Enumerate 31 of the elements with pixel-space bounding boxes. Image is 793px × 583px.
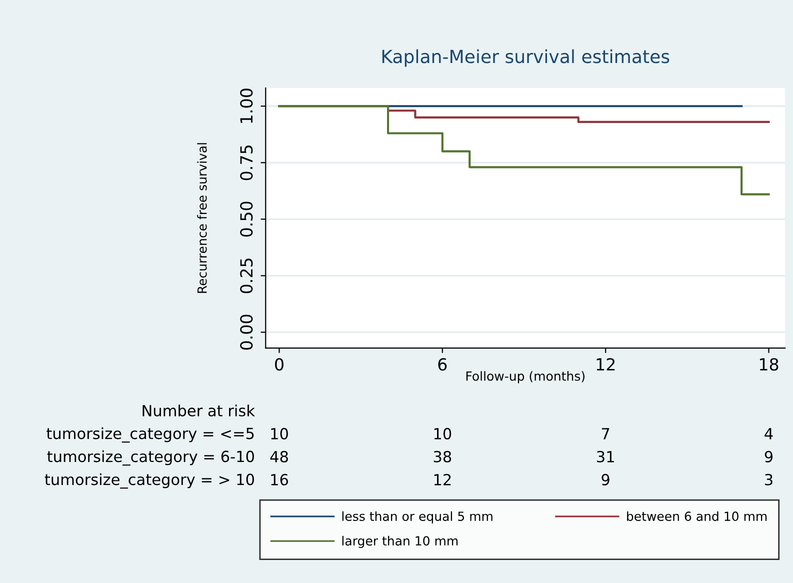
text: 48 [270, 450, 288, 462]
text: 38 [434, 450, 452, 462]
text: 9 [602, 474, 610, 486]
text: tumorsize_category = > 10 [44, 473, 254, 489]
x-axis-title: Follow-up (months) [466, 371, 584, 384]
text: 16 [271, 474, 288, 486]
text: 7 [602, 428, 610, 440]
text: 9 [764, 450, 773, 462]
x-tick-label: 12 [596, 358, 615, 370]
y-tick-label: 0.75 [240, 146, 253, 180]
y-tick-label: 0.00 [240, 314, 253, 350]
y-tick-label: 0.25 [240, 258, 253, 294]
text: tumorsize_category = 6-10 [47, 450, 254, 466]
legend-label: larger than 10 mm [342, 536, 458, 548]
text: 31 [597, 450, 614, 462]
chart-title: Kaplan-Meier survival estimates [382, 49, 670, 67]
text: 10 [271, 428, 288, 440]
y-tick-label: 1.00 [240, 88, 253, 123]
x-tick-label: 18 [760, 358, 778, 371]
text: 12 [434, 474, 451, 486]
legend-label: between 6 and 10 mm [627, 511, 767, 521]
x-tick-label: 6 [438, 358, 447, 371]
x-tick-label: 0 [275, 358, 284, 371]
text: Number at risk [142, 404, 255, 416]
text: 4 [764, 428, 773, 440]
legend-label: less than or equal 5 mm [342, 511, 492, 524]
y-axis-title: Recurrence free survival [197, 143, 207, 293]
y-tick-label: 0.50 [240, 202, 253, 237]
text: 10 [434, 428, 452, 440]
text: tumorsize_category = <=5 [46, 427, 254, 443]
text: 3 [765, 474, 772, 486]
